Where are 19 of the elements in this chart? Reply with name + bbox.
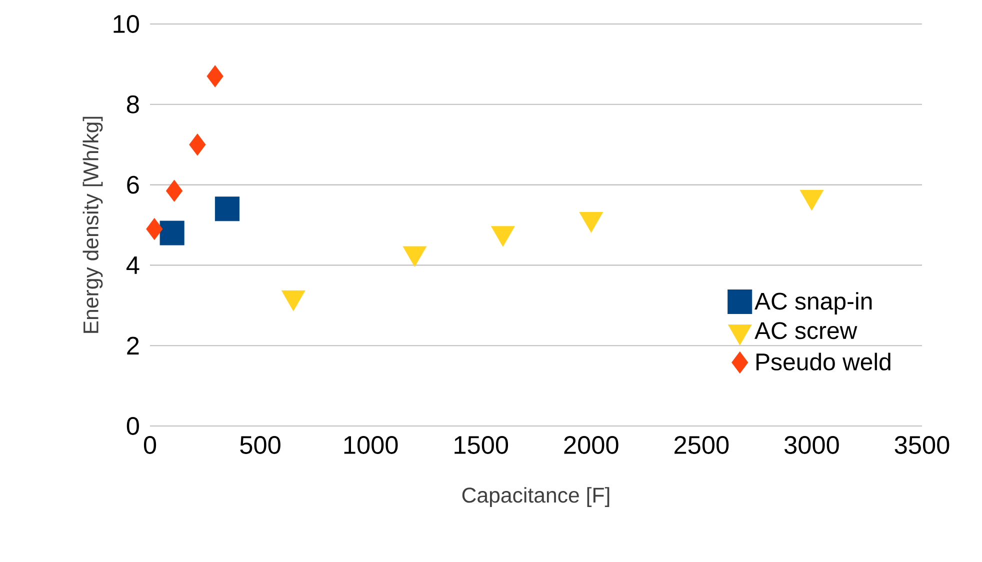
x-tick-label: 500: [240, 436, 280, 454]
x-tick-label: 2000: [564, 436, 618, 454]
x-axis-title: Capacitance [F]: [462, 487, 610, 507]
y-tick-label: 8: [126, 95, 139, 114]
legend-label: Pseudo weld: [756, 352, 890, 370]
y-tick-label: 4: [126, 256, 140, 274]
y-tick-label: 6: [127, 176, 139, 194]
x-tick-label: 3000: [784, 436, 839, 454]
x-tick-label: 1500: [454, 436, 508, 454]
x-tick-label: 2500: [674, 436, 729, 454]
x-tick-label: 1000: [344, 436, 398, 454]
legend-label: AC screw: [754, 322, 858, 340]
legend-label: AC snap-in: [754, 292, 872, 314]
x-tick-label: 0: [144, 436, 156, 454]
y-tick-label: 0: [126, 417, 139, 435]
y-axis-title: Energy density [Wh/kg]: [82, 116, 103, 333]
x-tick-label: 3500: [894, 436, 950, 454]
y-tick-label: 2: [127, 336, 139, 354]
y-tick-label: 10: [114, 15, 139, 33]
